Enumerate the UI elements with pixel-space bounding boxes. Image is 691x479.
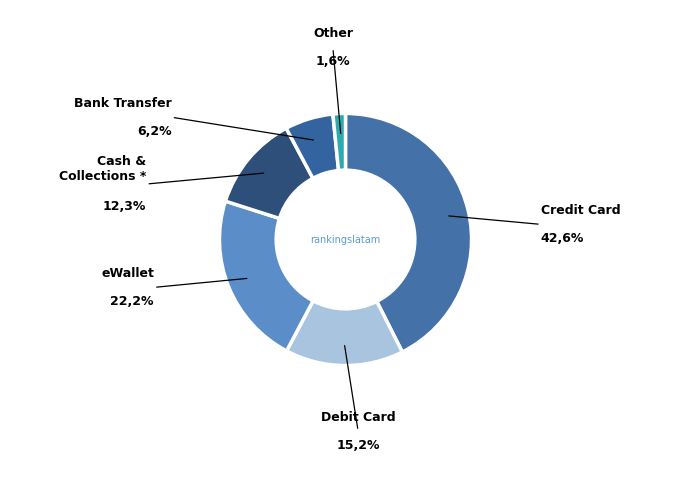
Wedge shape: [225, 128, 313, 218]
Wedge shape: [286, 114, 339, 178]
Text: Collections *: Collections *: [59, 170, 146, 183]
Text: 12,3%: 12,3%: [103, 200, 146, 214]
Wedge shape: [220, 201, 313, 351]
Text: Other: Other: [313, 27, 353, 40]
Text: Credit Card: Credit Card: [541, 204, 621, 217]
Wedge shape: [333, 114, 346, 171]
Text: Cash &: Cash &: [97, 155, 146, 168]
Text: rankingslatam: rankingslatam: [310, 235, 381, 244]
Text: 22,2%: 22,2%: [111, 295, 154, 308]
Text: Bank Transfer: Bank Transfer: [74, 97, 171, 110]
Wedge shape: [346, 114, 471, 352]
Text: eWallet: eWallet: [101, 267, 154, 280]
Text: 15,2%: 15,2%: [337, 439, 380, 452]
Text: 42,6%: 42,6%: [541, 232, 585, 245]
Text: 1,6%: 1,6%: [316, 56, 350, 68]
Text: Debit Card: Debit Card: [321, 411, 395, 423]
Text: 6,2%: 6,2%: [137, 125, 171, 138]
Wedge shape: [287, 301, 402, 365]
